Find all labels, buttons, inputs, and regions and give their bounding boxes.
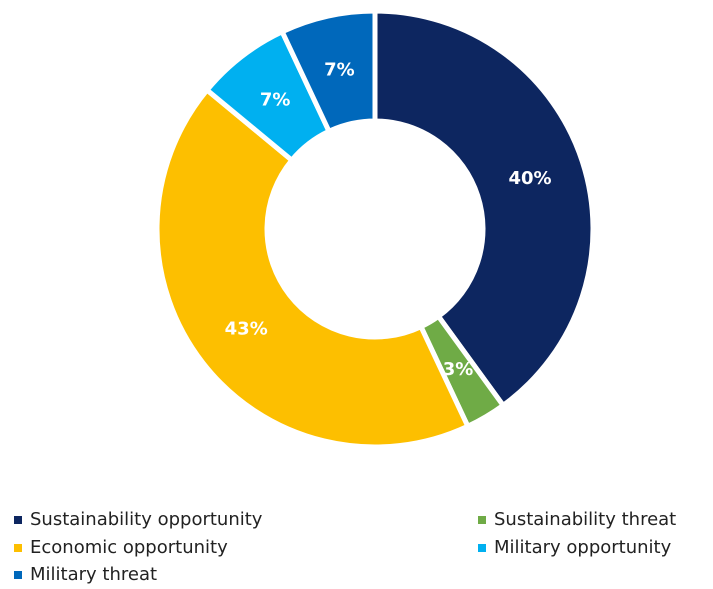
- legend-swatch-sustainability-threat: [478, 516, 486, 524]
- chart-legend: Sustainability opportunity Sustainabilit…: [0, 508, 713, 588]
- donut-slice-labels: 40% 3% 43% 7% 7%: [225, 59, 552, 379]
- legend-swatch-sustainability-opportunity: [14, 516, 22, 524]
- slice-label-economic-opportunity: 43%: [225, 318, 268, 339]
- slice-label-sustainability-threat: 3%: [443, 359, 474, 380]
- legend-item-military-opportunity: Military opportunity: [478, 536, 671, 560]
- legend-label-military-threat: Military threat: [30, 564, 158, 585]
- slice-label-sustainability-opportunity: 40%: [508, 168, 551, 189]
- donut-slices: [154, 8, 596, 450]
- donut-slice-economic-opportunity: [154, 86, 472, 450]
- legend-swatch-military-threat: [14, 571, 22, 579]
- legend-item-economic-opportunity: Economic opportunity: [14, 536, 228, 560]
- legend-label-economic-opportunity: Economic opportunity: [30, 537, 228, 558]
- legend-swatch-military-opportunity: [478, 544, 486, 552]
- donut-slice-sustainability-opportunity: [372, 8, 596, 409]
- slice-label-military-threat: 7%: [324, 59, 355, 80]
- legend-swatch-economic-opportunity: [14, 544, 22, 552]
- legend-item-sustainability-threat: Sustainability threat: [478, 508, 676, 532]
- legend-label-military-opportunity: Military opportunity: [494, 537, 672, 558]
- legend-item-sustainability-opportunity: Sustainability opportunity: [14, 508, 262, 532]
- legend-label-sustainability-opportunity: Sustainability opportunity: [30, 509, 263, 530]
- legend-label-sustainability-threat: Sustainability threat: [494, 509, 677, 530]
- slice-label-military-opportunity: 7%: [260, 90, 291, 111]
- donut-slice-military-threat: [278, 8, 378, 135]
- donut-chart: 40% 3% 43% 7% 7%: [154, 8, 596, 450]
- legend-item-military-threat: Military threat: [14, 563, 157, 587]
